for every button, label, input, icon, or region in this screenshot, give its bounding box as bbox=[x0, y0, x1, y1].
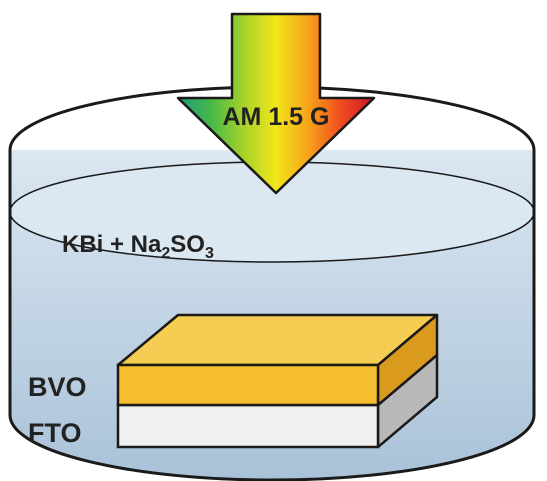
electrode-stack bbox=[116, 313, 439, 449]
electrolyte-subscript-2: 3 bbox=[205, 245, 214, 262]
fto-layer-front bbox=[116, 403, 380, 449]
electrolyte-subscript-1: 2 bbox=[161, 245, 170, 262]
illumination-label: AM 1.5 G bbox=[223, 103, 330, 131]
electrolyte-label: KBi + Na2SO3 bbox=[62, 231, 214, 262]
beaker-wall bbox=[8, 150, 536, 481]
electrolyte-label-prefix: KBi + Na bbox=[62, 231, 162, 258]
fto-label: FTO bbox=[28, 418, 82, 448]
light-arrow-icon bbox=[176, 12, 376, 195]
bvo-layer-front bbox=[116, 363, 380, 407]
bvo-label: BVO bbox=[28, 372, 87, 402]
electrolyte-label-mid: SO bbox=[170, 231, 205, 258]
